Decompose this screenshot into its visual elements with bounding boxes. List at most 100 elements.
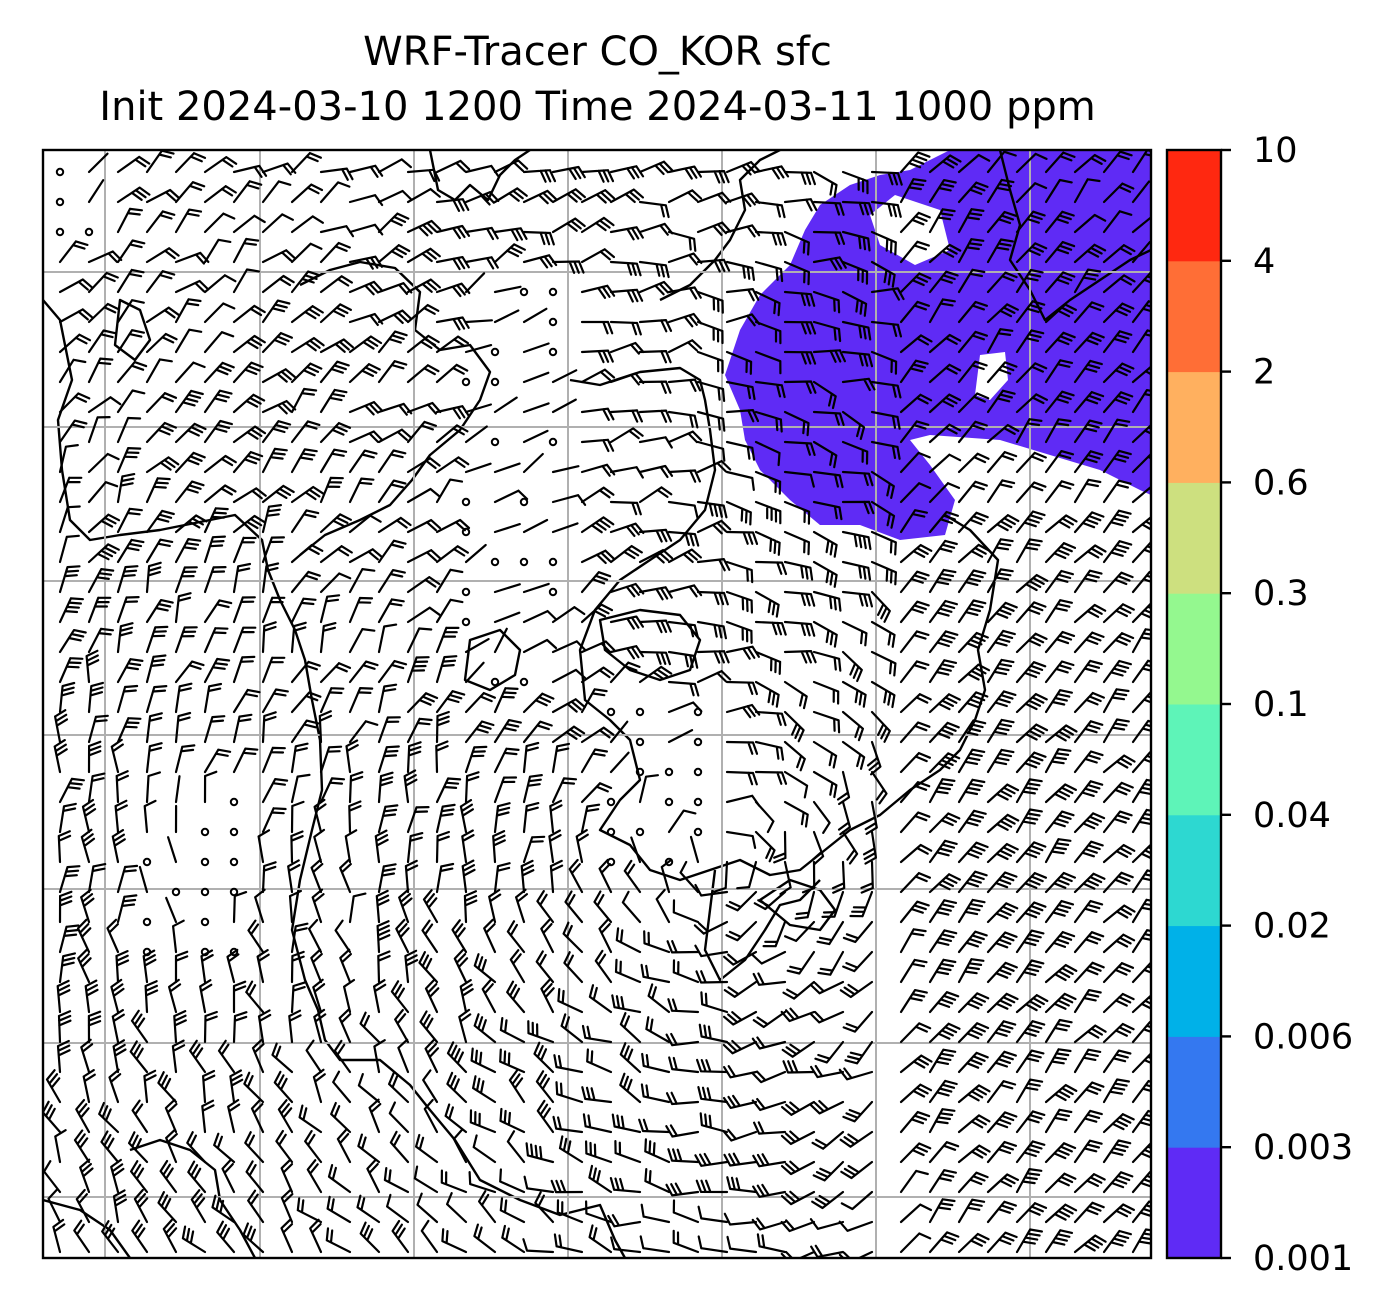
- wind-barb: [87, 481, 119, 504]
- wind-barb: [75, 1099, 91, 1134]
- wind-barb: [1131, 1142, 1151, 1164]
- wind-barb: [821, 890, 845, 918]
- wind-barb: [870, 440, 901, 460]
- colorbar-segment: [1167, 150, 1221, 262]
- wind-barb: [831, 860, 846, 894]
- wind-barb: [56, 979, 71, 1014]
- wind-barb: [607, 1214, 642, 1228]
- calm-marker: [229, 857, 239, 867]
- wind-barb: [290, 305, 324, 324]
- wind-barb: [348, 430, 384, 444]
- wind-barb: [957, 1171, 989, 1194]
- calm-marker: [142, 917, 152, 927]
- wind-barb: [783, 320, 817, 335]
- wind-barb: [928, 958, 957, 984]
- wind-barb: [111, 829, 126, 864]
- wind-barb: [493, 747, 520, 774]
- wind-barb: [986, 328, 1014, 354]
- wind-barb: [398, 888, 413, 924]
- wind-barb: [783, 470, 815, 488]
- wind-barb: [290, 621, 307, 654]
- wind-barb: [406, 832, 424, 864]
- wind-barb: [174, 711, 192, 744]
- wind-barb: [377, 569, 406, 594]
- wind-barb: [1073, 391, 1105, 414]
- wind-barb: [216, 1220, 236, 1254]
- wind-barb: [290, 509, 320, 534]
- wind-barb: [1073, 720, 1104, 744]
- wind-barb: [836, 770, 851, 806]
- wind-barb: [1015, 959, 1045, 984]
- wind-barb: [1073, 1201, 1105, 1224]
- wind-barb: [145, 771, 161, 804]
- wind-barb: [232, 214, 266, 234]
- wind-barb: [725, 620, 753, 644]
- wind-barb: [1073, 931, 1105, 954]
- wind-barb: [1102, 718, 1130, 744]
- wind-barb: [406, 692, 439, 714]
- wind-barb: [957, 958, 985, 984]
- wind-barb: [232, 655, 256, 684]
- wind-barb: [957, 569, 987, 594]
- wind-barb: [762, 920, 787, 948]
- wind-barb: [1102, 1049, 1132, 1074]
- wind-barb: [232, 334, 266, 354]
- wind-barb: [203, 748, 232, 774]
- wind-barb: [203, 302, 236, 324]
- wind-barb: [280, 1218, 294, 1254]
- wind-barb: [593, 890, 613, 924]
- wind-barb: [203, 770, 218, 804]
- wind-barb: [986, 718, 1015, 744]
- wind-barb: [928, 363, 962, 384]
- wind-barb: [667, 189, 703, 204]
- wind-barb: [551, 217, 586, 234]
- wind-barb: [174, 775, 181, 804]
- wind-barb: [812, 530, 838, 558]
- wind-barb: [226, 948, 240, 984]
- wind-barb: [290, 215, 324, 234]
- wind-barb: [609, 720, 629, 744]
- wind-barb: [1044, 271, 1076, 294]
- wind-barb: [98, 1101, 120, 1134]
- wind-barb: [348, 687, 374, 714]
- wind-barb: [232, 626, 257, 654]
- wind-barb: [899, 752, 931, 774]
- wind-barb: [112, 1189, 127, 1224]
- wind-barb: [1073, 631, 1105, 654]
- wind-barb: [493, 243, 526, 264]
- wind-barb: [522, 429, 549, 444]
- wind-barb: [406, 549, 442, 564]
- wind-barb: [1044, 1048, 1072, 1074]
- wind-barb: [1102, 844, 1136, 864]
- wind-barb: [986, 424, 1020, 444]
- wind-barb: [535, 950, 555, 984]
- colorbar-tick-label: 10: [1253, 131, 1298, 171]
- wind-barb: [1131, 515, 1151, 534]
- wind-barb: [667, 998, 700, 1014]
- wind-barb: [540, 918, 555, 954]
- calm-marker: [635, 767, 645, 777]
- wind-barb: [58, 597, 84, 624]
- wind-barb: [928, 333, 962, 354]
- wind-barb: [899, 544, 933, 564]
- wind-barb: [527, 1020, 555, 1044]
- wind-barb: [841, 410, 866, 440]
- wind-barb: [261, 274, 295, 294]
- wind-barb: [783, 650, 817, 664]
- wind-barb: [174, 181, 206, 204]
- wind-barb: [780, 1160, 816, 1176]
- wind-barb: [464, 344, 493, 354]
- wind-barb: [319, 476, 344, 504]
- wind-barb: [696, 650, 730, 664]
- wind-barb: [348, 401, 384, 416]
- calm-marker: [606, 827, 616, 837]
- wind-barb: [348, 194, 384, 207]
- wind-barb: [522, 835, 546, 864]
- wind-barb: [162, 1218, 178, 1254]
- wind-barb: [261, 420, 292, 444]
- wind-barb: [131, 1099, 149, 1134]
- wind-barb: [725, 703, 761, 719]
- wind-barb: [388, 1101, 410, 1134]
- wind-barb: [461, 859, 476, 894]
- wind-barb: [377, 360, 408, 384]
